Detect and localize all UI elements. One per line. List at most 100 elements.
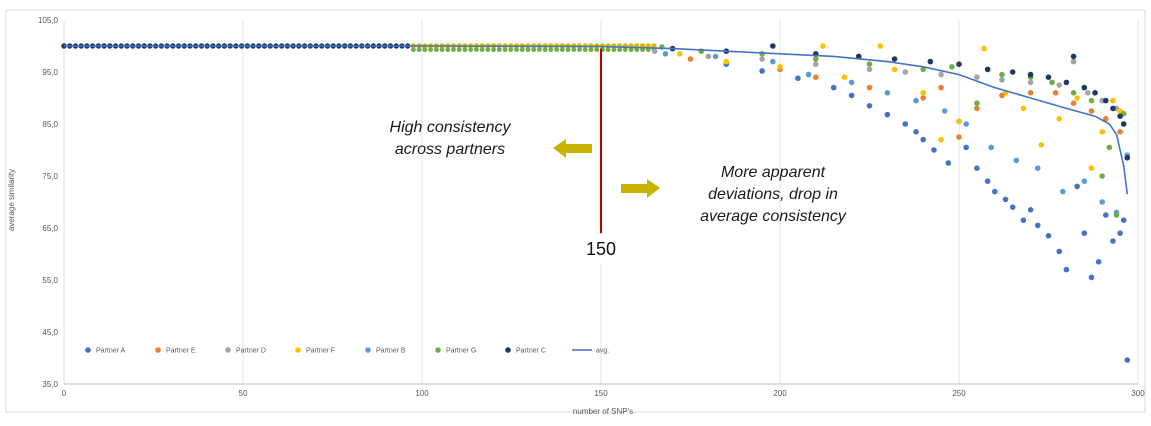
data-point: [938, 84, 944, 91]
data-point: [813, 61, 819, 67]
data-point: [1120, 121, 1127, 127]
data-point: [813, 74, 819, 80]
annotation-right-line: More apparent: [721, 164, 826, 181]
data-point: [1092, 90, 1098, 96]
data-point: [1088, 97, 1095, 104]
data-point: [1081, 230, 1088, 236]
legend-label: avg.: [596, 348, 609, 355]
data-point: [981, 45, 987, 52]
y-tick-label: 95,0: [42, 68, 58, 77]
data-point: [1117, 230, 1123, 236]
data-point: [770, 43, 776, 49]
legend-swatch: [435, 347, 441, 353]
y-tick-label: 35,0: [42, 380, 58, 389]
data-point: [1117, 129, 1123, 135]
legend-swatch: [365, 347, 371, 353]
data-point: [1056, 116, 1063, 122]
data-point: [956, 118, 962, 125]
data-point: [855, 53, 862, 60]
legend-swatch: [295, 347, 301, 353]
data-point: [891, 56, 898, 62]
data-point: [988, 144, 995, 151]
data-point: [588, 47, 594, 53]
data-point: [537, 47, 542, 53]
legend-label: Partner C: [516, 348, 546, 355]
data-point: [628, 47, 634, 53]
data-point: [1120, 217, 1127, 223]
y-tick-label: 65,0: [42, 224, 58, 233]
data-point: [759, 56, 765, 62]
data-point: [963, 144, 969, 151]
y-tick-label: 75,0: [42, 172, 58, 181]
data-point: [848, 79, 855, 86]
legend-label: Partner B: [376, 348, 406, 355]
data-point: [617, 47, 623, 53]
legend-label: Partner G: [446, 348, 476, 355]
data-point: [770, 58, 776, 65]
data-point: [519, 47, 525, 53]
data-point: [830, 84, 837, 91]
data-point: [963, 121, 969, 127]
data-point: [920, 90, 926, 96]
data-point: [605, 47, 611, 53]
data-point: [1099, 173, 1105, 179]
data-point: [1113, 212, 1120, 218]
data-point: [999, 71, 1005, 78]
data-point: [1020, 217, 1027, 223]
data-layer: [61, 43, 1131, 363]
data-point: [1088, 108, 1095, 114]
data-point: [1106, 144, 1113, 151]
data-point: [931, 147, 937, 153]
data-point: [468, 47, 474, 53]
data-point: [1081, 84, 1088, 91]
data-point: [594, 47, 600, 53]
data-point: [920, 95, 926, 101]
data-point: [1099, 129, 1105, 135]
data-point: [805, 71, 812, 78]
data-point: [416, 47, 422, 53]
data-point: [559, 47, 565, 53]
annotation-left-line: High consistency: [390, 119, 512, 136]
legend-label: Partner A: [96, 348, 126, 355]
data-point: [1034, 222, 1041, 229]
data-point: [1063, 266, 1070, 273]
data-point: [577, 47, 582, 53]
data-point: [1045, 233, 1052, 239]
data-point: [1027, 79, 1034, 86]
data-point: [1110, 105, 1116, 112]
data-point: [777, 64, 783, 70]
data-point: [611, 47, 617, 53]
data-point: [548, 47, 554, 53]
data-point: [902, 69, 909, 75]
x-axis-title: number of SNP's: [573, 407, 633, 416]
y-tick-label: 45,0: [42, 328, 58, 337]
x-tick-label: 300: [1131, 389, 1145, 398]
x-tick-label: 250: [952, 389, 966, 398]
grid-layer: [63, 20, 1139, 384]
data-point: [634, 47, 640, 53]
data-point: [422, 47, 428, 53]
data-point: [1081, 178, 1088, 184]
data-point: [974, 74, 980, 80]
data-point: [1102, 116, 1109, 122]
x-tick-label: 0: [62, 389, 67, 398]
data-point: [1085, 90, 1091, 96]
data-point: [974, 165, 980, 171]
data-point: [1102, 97, 1109, 104]
data-point: [866, 61, 873, 67]
y-tick-label: 55,0: [42, 276, 58, 285]
data-point: [1063, 79, 1070, 86]
data-point: [866, 103, 873, 109]
data-point: [1020, 105, 1027, 112]
x-tick-label: 150: [594, 389, 608, 398]
legend-label: Partner F: [306, 348, 335, 355]
marker-layer: 150: [551, 48, 651, 264]
data-point: [974, 100, 980, 106]
data-point: [565, 47, 571, 53]
data-point: [1056, 248, 1063, 255]
data-point: [502, 47, 508, 53]
data-point: [974, 105, 980, 112]
data-point: [913, 97, 919, 104]
data-point: [984, 66, 991, 73]
